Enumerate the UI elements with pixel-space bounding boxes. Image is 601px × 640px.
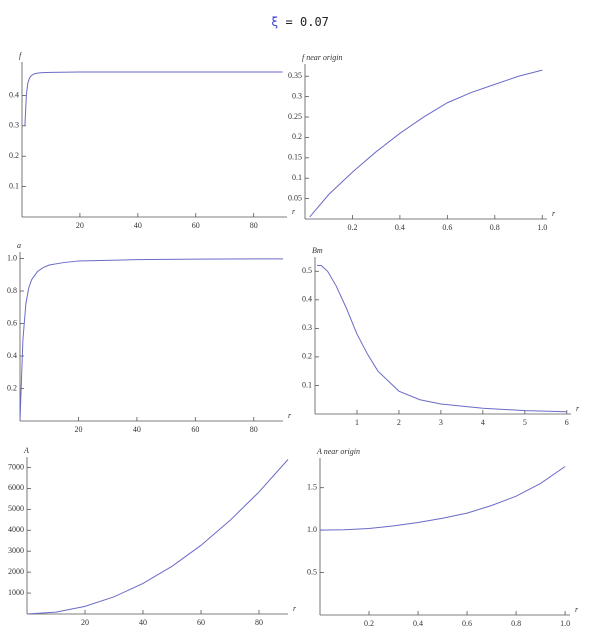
y-tick-label: 0.05 — [288, 193, 302, 202]
x-tick-label: 40 — [133, 425, 141, 434]
x-tick-label: 0.6 — [462, 619, 472, 628]
y-tick-label: 0.4 — [7, 351, 17, 360]
y-tick-label: 1000 — [8, 588, 24, 597]
x-tick-label: 6 — [565, 418, 569, 427]
data-line — [26, 459, 289, 615]
y-axis-label: f near origin — [302, 53, 342, 62]
x-tick-label: 1.0 — [560, 619, 570, 628]
x-tick-label: 60 — [192, 221, 200, 230]
x-axis-label: r — [288, 411, 292, 420]
chart-panel: 1 2 3 4 5 6 0.1 0.2 0.3 0.4 0.5 Bm r — [302, 246, 580, 427]
x-axis-label: r — [293, 604, 297, 613]
y-tick-label: 0.1 — [292, 173, 302, 182]
y-tick-label: 0.1 — [302, 380, 312, 389]
y-axis-label: A near origin — [316, 447, 360, 456]
y-tick-label: 1.5 — [307, 483, 317, 492]
x-axis-label: r — [576, 404, 580, 413]
x-axis-label: r — [292, 207, 296, 216]
chart-panel: 0.2 0.4 0.6 0.8 1.0 0.5 1.0 1.5 A near origin r — [307, 447, 579, 628]
chart-panel: 20 40 60 80 1000 2000 3000 4000 5000 6000 7000 Ar — [8, 446, 297, 627]
x-tick-label: 0.6 — [442, 223, 452, 232]
y-tick-label: 0.1 — [9, 181, 19, 190]
y-tick-label: 0.5 — [307, 567, 317, 576]
y-tick-label: 0.25 — [288, 112, 302, 121]
x-tick-label: 80 — [250, 425, 258, 434]
x-tick-label: 1.0 — [537, 223, 547, 232]
x-tick-label: 0.8 — [511, 619, 521, 628]
y-tick-label: 0.35 — [288, 71, 302, 80]
y-tick-label: 0.15 — [288, 153, 302, 162]
x-tick-label: 1 — [355, 418, 359, 427]
x-tick-label: 80 — [250, 221, 258, 230]
y-tick-label: 2000 — [8, 567, 24, 576]
x-axis-label: r — [552, 209, 556, 218]
chart-panel: 20 40 60 80 0.2 0.4 0.6 0.8 1.0a r — [7, 241, 292, 434]
y-axis-label: Bm — [312, 246, 323, 255]
x-tick-label: 2 — [397, 418, 401, 427]
y-tick-label: 0.4 — [302, 295, 312, 304]
y-tick-label: 0.5 — [302, 266, 312, 275]
data-line — [24, 71, 283, 126]
x-tick-label: 60 — [197, 618, 205, 627]
y-tick-label: 0.6 — [7, 318, 17, 327]
y-tick-label: 3000 — [8, 546, 24, 555]
y-tick-label: 1.0 — [7, 253, 17, 262]
x-tick-label: 4 — [481, 418, 485, 427]
y-tick-label: 0.3 — [292, 91, 302, 100]
y-axis-label: A — [23, 446, 29, 455]
x-tick-label: 60 — [191, 425, 199, 434]
x-tick-label: 3 — [439, 418, 443, 427]
title-symbol: ξ — [271, 15, 278, 29]
y-tick-label: 0.2 — [9, 151, 19, 160]
y-tick-label: 5000 — [8, 504, 24, 513]
x-tick-label: 0.2 — [364, 619, 374, 628]
x-axis-label: r — [575, 605, 579, 614]
x-tick-label: 5 — [523, 418, 527, 427]
chart-panel: 20 40 60 80 0.1 0.2 0.3 0.4 f r — [9, 51, 296, 230]
x-tick-label: 20 — [74, 425, 82, 434]
figure-title: ξ = 0.07 — [271, 15, 329, 29]
y-tick-label: 0.3 — [302, 323, 312, 332]
x-tick-label: 0.2 — [347, 223, 357, 232]
x-tick-label: 40 — [139, 618, 147, 627]
x-tick-label: 0.8 — [490, 223, 500, 232]
y-tick-label: 0.2 — [7, 383, 17, 392]
y-tick-label: 7000 — [8, 462, 24, 471]
y-tick-label: 0.3 — [9, 121, 19, 130]
y-tick-label: 4000 — [8, 525, 24, 534]
x-tick-label: 40 — [134, 221, 142, 230]
y-tick-label: 6000 — [8, 483, 24, 492]
chart-panel: 0.2 0.4 0.6 0.8 1.0 0.05 0.1 0.15 0.2 0.25 0.3 0.35… — [288, 53, 556, 232]
x-tick-label: 80 — [255, 618, 263, 627]
title-text: = 0.07 — [286, 15, 329, 29]
x-tick-label: 20 — [81, 618, 89, 627]
x-tick-label: 20 — [76, 221, 84, 230]
x-tick-label: 0.4 — [413, 619, 423, 628]
data-line — [19, 258, 284, 422]
y-tick-label: 0.4 — [9, 90, 19, 99]
y-tick-label: 0.8 — [7, 286, 17, 295]
y-tick-label: 0.2 — [302, 352, 312, 361]
y-tick-label: 0.2 — [292, 132, 302, 141]
data-line — [309, 69, 543, 218]
data-line — [317, 265, 567, 413]
data-line — [319, 466, 566, 531]
x-tick-label: 0.4 — [395, 223, 405, 232]
y-axis-label: f — [19, 51, 23, 60]
y-axis-label: a — [17, 241, 21, 250]
y-tick-label: 1.0 — [307, 525, 317, 534]
